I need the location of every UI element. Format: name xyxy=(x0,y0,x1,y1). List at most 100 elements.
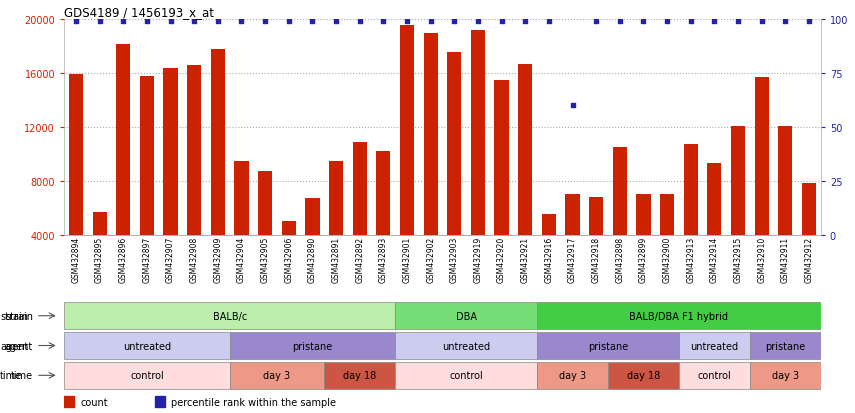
Bar xyxy=(518,64,533,289)
Bar xyxy=(281,221,296,289)
Bar xyxy=(69,75,83,289)
Bar xyxy=(660,195,675,289)
Point xyxy=(424,19,438,26)
Point xyxy=(495,19,509,26)
Bar xyxy=(613,148,627,289)
Bar xyxy=(447,52,462,289)
Bar xyxy=(64,396,74,407)
Point xyxy=(234,19,248,26)
Text: day 3: day 3 xyxy=(263,370,291,380)
Bar xyxy=(140,77,154,289)
Bar xyxy=(395,332,537,359)
Text: control: control xyxy=(130,370,164,380)
Text: untreated: untreated xyxy=(690,341,739,351)
Bar xyxy=(537,362,608,389)
Bar xyxy=(116,44,130,289)
Bar xyxy=(707,164,722,289)
Point xyxy=(542,19,556,26)
Bar xyxy=(400,26,414,289)
Bar xyxy=(376,152,391,289)
Point xyxy=(802,19,816,26)
Text: untreated: untreated xyxy=(123,341,171,351)
Text: control: control xyxy=(698,370,731,380)
Bar xyxy=(305,199,320,289)
Point xyxy=(305,19,319,26)
Bar xyxy=(565,195,580,289)
Bar xyxy=(471,31,485,289)
Bar xyxy=(155,396,165,407)
Text: day 18: day 18 xyxy=(627,370,660,380)
Bar xyxy=(92,212,107,289)
Bar xyxy=(802,184,816,289)
Bar xyxy=(542,215,556,289)
Bar xyxy=(187,66,201,289)
Text: percentile rank within the sample: percentile rank within the sample xyxy=(171,396,336,407)
Point xyxy=(613,19,627,26)
Text: strain: strain xyxy=(5,311,32,321)
Point xyxy=(282,19,296,26)
Point xyxy=(589,19,603,26)
Bar xyxy=(778,126,793,289)
Point xyxy=(353,19,367,26)
Bar xyxy=(329,161,343,289)
Bar xyxy=(64,362,230,389)
Text: agent: agent xyxy=(0,341,28,351)
Text: time: time xyxy=(11,370,32,380)
Text: time: time xyxy=(0,370,22,380)
Text: agent: agent xyxy=(4,341,32,351)
Bar xyxy=(395,302,537,330)
Bar xyxy=(352,142,367,289)
Bar xyxy=(537,332,679,359)
Text: pristane: pristane xyxy=(765,341,805,351)
Point xyxy=(163,19,177,26)
Bar xyxy=(731,126,745,289)
Text: GDS4189 / 1456193_x_at: GDS4189 / 1456193_x_at xyxy=(64,6,214,19)
Text: DBA: DBA xyxy=(456,311,476,321)
Point xyxy=(376,19,390,26)
Text: pristane: pristane xyxy=(588,341,628,351)
Point xyxy=(708,19,722,26)
Text: untreated: untreated xyxy=(442,341,490,351)
Point xyxy=(518,19,532,26)
Text: strain: strain xyxy=(0,311,28,321)
Text: day 3: day 3 xyxy=(772,370,799,380)
Bar xyxy=(210,50,225,289)
Bar xyxy=(324,362,395,389)
Point xyxy=(471,19,485,26)
Point xyxy=(637,19,651,26)
Bar xyxy=(230,362,324,389)
Bar xyxy=(258,172,272,289)
Bar xyxy=(163,69,178,289)
Point xyxy=(779,19,793,26)
Bar xyxy=(750,332,821,359)
Point xyxy=(329,19,343,26)
Text: BALB/c: BALB/c xyxy=(213,311,247,321)
Point xyxy=(92,19,106,26)
Point xyxy=(660,19,674,26)
Point xyxy=(755,19,769,26)
Bar xyxy=(494,81,509,289)
Point xyxy=(566,103,580,109)
Point xyxy=(400,19,414,26)
Bar xyxy=(395,362,537,389)
Bar xyxy=(684,145,698,289)
Bar xyxy=(755,78,769,289)
Point xyxy=(731,19,745,26)
Point xyxy=(447,19,461,26)
Bar xyxy=(64,332,230,359)
Bar xyxy=(679,362,750,389)
Bar xyxy=(234,161,249,289)
Bar xyxy=(679,332,750,359)
Bar xyxy=(750,362,821,389)
Point xyxy=(258,19,272,26)
Point xyxy=(140,19,154,26)
Text: pristane: pristane xyxy=(292,341,333,351)
Point xyxy=(116,19,130,26)
Text: day 18: day 18 xyxy=(343,370,376,380)
Text: day 3: day 3 xyxy=(559,370,586,380)
Text: count: count xyxy=(80,396,108,407)
Bar xyxy=(537,302,821,330)
Bar xyxy=(589,197,604,289)
Bar xyxy=(230,332,395,359)
Bar xyxy=(608,362,679,389)
